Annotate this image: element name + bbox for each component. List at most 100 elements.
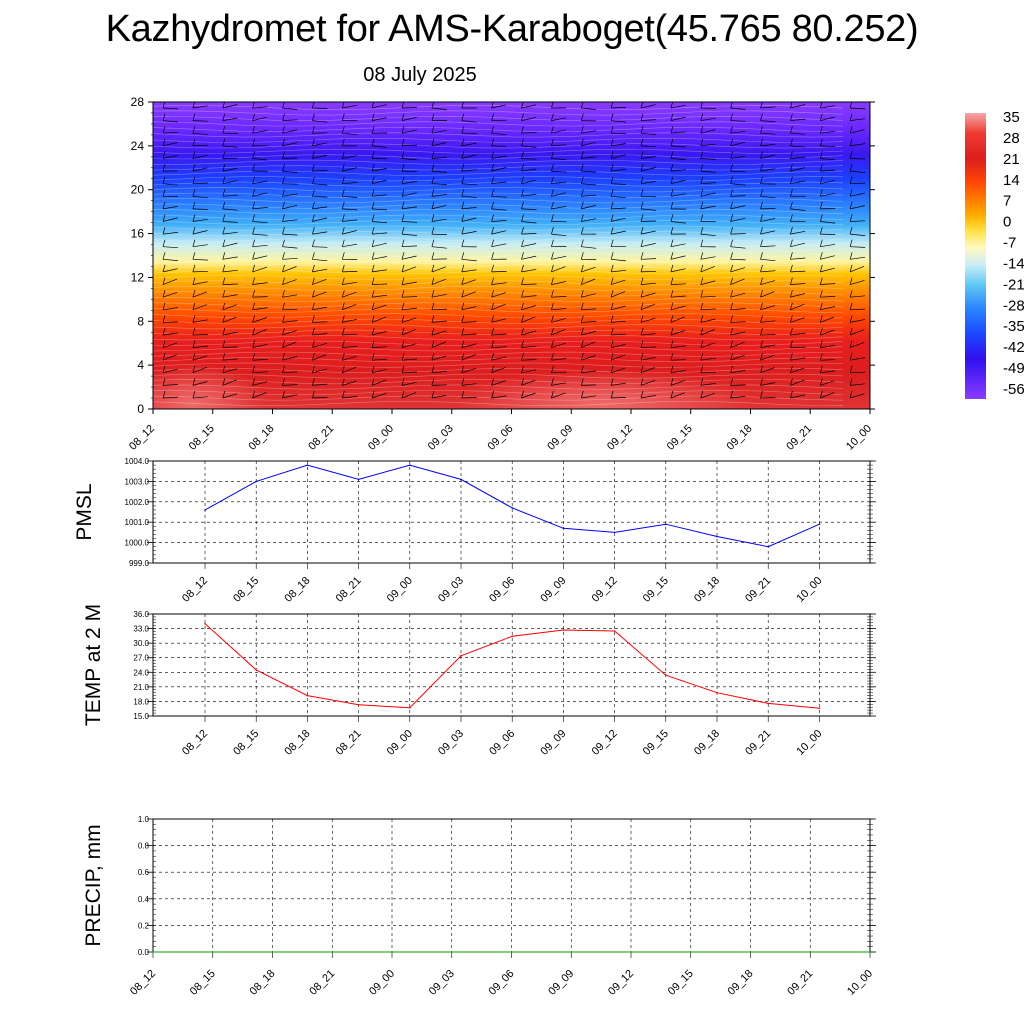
wind-barb [222, 316, 237, 323]
data-point [749, 951, 752, 953]
wind-barb-flag [222, 264, 226, 272]
data-point [690, 951, 692, 953]
wind-barb-flag [700, 201, 704, 209]
wind-barb-flag [521, 365, 524, 373]
contour-line [153, 225, 844, 231]
wind-barb-flag [790, 264, 793, 272]
wind-barb [700, 129, 716, 134]
wind-barb [282, 330, 297, 336]
wind-barb [252, 307, 268, 311]
wind-barb [700, 357, 716, 361]
wind-barb-flag [222, 390, 226, 399]
wind-barb-flag [222, 252, 226, 260]
wind-barb [312, 333, 328, 336]
wind-barb [431, 293, 447, 298]
wind-barb-flag [312, 151, 315, 159]
wind-barb [880, 184, 895, 186]
wind-barb-flag [341, 164, 345, 172]
wind-barb [431, 218, 447, 222]
wind-barb-flag [880, 227, 882, 234]
y-tick-label: 1004.0 [125, 457, 150, 466]
y-tick-label: 4 [137, 358, 144, 372]
wind-barb-flag [730, 227, 733, 235]
wind-barb-flag [730, 214, 733, 222]
wind-barb-flag [790, 227, 793, 235]
wind-barb-flag [491, 138, 494, 146]
wind-barb [461, 383, 477, 386]
wind-barb [282, 371, 298, 374]
wind-barb-flag [312, 227, 315, 235]
wind-barb-flag [341, 176, 345, 184]
wind-barb-flag [790, 302, 793, 310]
colorbar: 35 28 21 14 7 0 -7 -14 -21 -28 -35 -42 -49 -56 [965, 109, 1024, 399]
wind-barb [282, 142, 298, 147]
wind-barb-flag [401, 290, 405, 298]
wind-barb [312, 231, 328, 235]
wind-barb-flag [730, 189, 733, 197]
contour-line [153, 324, 844, 330]
wind-barb-flag [431, 315, 435, 323]
wind-barb-flag [730, 378, 733, 386]
wind-barb-flag [551, 227, 554, 235]
wind-barb-flag [670, 227, 674, 235]
contour-line [153, 335, 844, 341]
wind-barb-flag [192, 113, 196, 121]
wind-barb [850, 107, 866, 110]
wind-barb [850, 158, 866, 160]
x-tick-label: 08_21 [306, 423, 336, 453]
wind-barb-flag [819, 264, 823, 272]
wind-barb [611, 207, 627, 210]
wind-barb [371, 316, 387, 323]
wind-barb [371, 392, 387, 399]
wind-barb [581, 384, 597, 386]
wind-barb [252, 359, 268, 361]
wind-barb [730, 308, 746, 311]
wind-barb-flag [252, 151, 255, 159]
wind-barb-flag [849, 176, 853, 184]
wind-barb [670, 131, 686, 134]
wind-barb-flag [521, 302, 524, 310]
wind-barb [551, 308, 567, 311]
wind-barb-flag [222, 302, 226, 310]
wind-barb [760, 258, 776, 262]
wind-barb [401, 221, 418, 223]
wind-barb-flag [222, 277, 226, 285]
wind-barb-flag [880, 391, 882, 398]
wind-barb [461, 183, 477, 186]
wind-barb-flag [670, 113, 674, 121]
wind-barb-flag [491, 113, 494, 121]
wind-barb [222, 346, 238, 348]
wind-barb-flag [849, 315, 853, 323]
wind-barb-flag [491, 378, 494, 386]
wind-barb [790, 346, 806, 348]
wind-barb [790, 317, 805, 323]
wind-barb-flag [222, 227, 226, 235]
wind-barb [610, 354, 626, 361]
wind-barb [252, 282, 268, 285]
wind-barb [431, 266, 447, 273]
wind-barb-flag [282, 378, 285, 386]
wind-barb [401, 266, 417, 273]
wind-barb-flag [192, 138, 196, 146]
wind-barb [820, 359, 836, 361]
wind-barb-flag [790, 189, 793, 197]
wind-barb [401, 317, 417, 323]
wind-barb-flag [790, 378, 793, 386]
wind-barb-flag [252, 365, 255, 373]
wind-barb [342, 243, 358, 248]
wind-barb [162, 217, 178, 222]
colorbar-label: -49 [1003, 360, 1024, 377]
wind-barb-flag [312, 201, 315, 209]
wind-barb [760, 291, 775, 298]
wind-barb-flag [282, 277, 285, 285]
wind-barb-flag [819, 390, 823, 399]
wind-barb-flag [312, 378, 315, 386]
wind-barb-flag [670, 151, 674, 159]
data-point [204, 622, 206, 625]
wind-barb-flag [312, 340, 315, 348]
y-tick-label: 0.8 [138, 842, 150, 851]
wind-barb-flag [730, 239, 733, 247]
wind-barb [790, 118, 806, 121]
wind-barb-flag [670, 264, 674, 272]
wind-barb [551, 255, 567, 260]
